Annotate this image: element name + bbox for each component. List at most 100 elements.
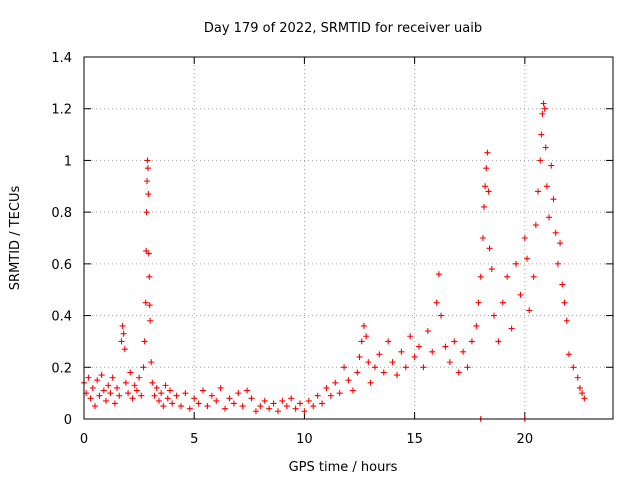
data-point [191, 395, 198, 402]
data-point [464, 364, 471, 371]
y-tick-label: 1 [64, 154, 72, 169]
y-tick-label: 1.2 [51, 103, 72, 118]
data-point [103, 397, 110, 404]
data-point [100, 387, 107, 394]
data-point [213, 397, 220, 404]
y-tick-label: 0.8 [51, 206, 72, 221]
data-point [142, 299, 149, 306]
data-point [122, 379, 129, 386]
data-point [314, 392, 321, 399]
data-point [222, 405, 229, 412]
data-point [365, 359, 372, 366]
data-point [543, 183, 550, 190]
data-point [504, 273, 511, 280]
data-point [552, 229, 559, 236]
data-point [144, 178, 151, 185]
data-point [482, 183, 489, 190]
data-point [349, 387, 356, 394]
data-point [537, 157, 544, 164]
data-point [148, 359, 155, 366]
data-point [244, 387, 251, 394]
data-point [155, 397, 162, 404]
data-point [389, 359, 396, 366]
data-point [140, 364, 147, 371]
data-point [120, 330, 127, 337]
data-point [539, 110, 546, 117]
data-point [235, 390, 242, 397]
data-point [481, 203, 488, 210]
data-point [541, 105, 548, 112]
data-point [149, 379, 156, 386]
data-point [473, 322, 480, 329]
data-point [542, 144, 549, 151]
data-point [118, 338, 125, 345]
data-point [147, 317, 154, 324]
data-point [200, 387, 207, 394]
data-point [376, 351, 383, 358]
data-point [305, 397, 312, 404]
data-point [561, 299, 568, 306]
data-point [261, 397, 268, 404]
data-point [393, 372, 400, 379]
y-axis-label: SRMTID / TECUs [8, 186, 23, 291]
data-point [550, 196, 557, 203]
data-point [429, 348, 436, 355]
data-point [230, 400, 237, 407]
data-point [144, 165, 151, 172]
data-point [143, 247, 150, 254]
data-point [559, 281, 566, 288]
data-point [111, 400, 118, 407]
data-marks [81, 100, 588, 422]
data-point [310, 403, 317, 410]
data-point [98, 372, 105, 379]
data-point [574, 374, 581, 381]
data-point [327, 392, 334, 399]
data-point [85, 374, 92, 381]
y-tick-label: 0.6 [51, 258, 72, 273]
data-point [475, 299, 482, 306]
data-point [145, 191, 152, 198]
data-point [438, 312, 445, 319]
data-point [145, 250, 152, 257]
data-point [517, 291, 524, 298]
data-point [576, 384, 583, 391]
plot-frame [83, 56, 614, 420]
data-point [526, 307, 533, 314]
data-point [92, 403, 99, 410]
data-point [398, 348, 405, 355]
data-point [581, 395, 588, 402]
data-point [323, 384, 330, 391]
data-point [460, 348, 467, 355]
data-point [420, 364, 427, 371]
x-tick-labels: 0 5 10 15 20 [80, 432, 533, 447]
data-point [141, 338, 148, 345]
data-point [204, 403, 211, 410]
data-point [301, 408, 308, 415]
x-axis-label: GPS time / hours [289, 460, 398, 475]
data-point [239, 403, 246, 410]
data-point [283, 403, 290, 410]
data-point [360, 322, 367, 329]
data-point [257, 403, 264, 410]
data-point [182, 390, 189, 397]
data-point [136, 374, 143, 381]
data-point [129, 395, 136, 402]
data-point [451, 338, 458, 345]
data-point [166, 387, 173, 394]
data-point [151, 392, 158, 399]
data-point [358, 338, 365, 345]
data-point [495, 338, 502, 345]
data-point [114, 384, 121, 391]
data-point [442, 343, 449, 350]
data-point [160, 403, 167, 410]
data-point [380, 369, 387, 376]
data-point [336, 390, 343, 397]
data-point [177, 403, 184, 410]
data-point [252, 408, 259, 415]
data-point [121, 346, 128, 353]
data-point [144, 157, 151, 164]
data-point [127, 369, 134, 376]
data-point [563, 317, 570, 324]
data-point [435, 271, 442, 278]
